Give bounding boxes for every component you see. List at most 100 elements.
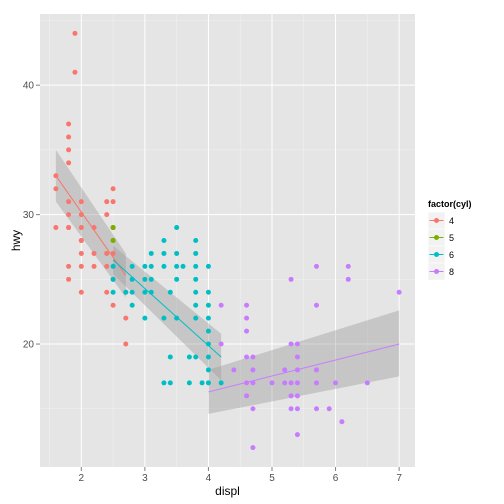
data-point-cyl-8 (244, 302, 250, 308)
y-tick-label: 40 (23, 81, 35, 92)
data-point-cyl-6 (129, 289, 135, 295)
confidence-ribbon-cyl-4 (55, 149, 126, 298)
data-point-cyl-4 (66, 263, 72, 269)
data-point-cyl-6 (129, 302, 135, 308)
data-point-cyl-6 (161, 380, 167, 386)
legend-label-5: 5 (449, 233, 454, 243)
data-point-cyl-4 (66, 147, 72, 153)
x-tick-label: 2 (79, 473, 85, 484)
data-point-cyl-4 (110, 199, 116, 205)
x-axis-title: displ (215, 484, 240, 498)
data-point-cyl-4 (78, 289, 84, 295)
data-point-cyl-6 (123, 289, 129, 295)
data-point-cyl-5 (110, 238, 116, 243)
legend: factor(cyl) 4 5 6 8 (427, 199, 472, 281)
data-point-cyl-6 (205, 289, 211, 295)
smooth-lines (55, 175, 400, 393)
data-point-cyl-8 (313, 263, 319, 269)
data-point-cyl-6 (167, 380, 173, 386)
data-point-cyl-8 (288, 380, 294, 386)
data-point-cyl-8 (282, 367, 288, 373)
data-point-cyl-6 (174, 315, 180, 321)
data-point-cyl-8 (244, 315, 250, 321)
data-point-cyl-6 (174, 250, 180, 256)
data-point-cyl-5 (110, 225, 116, 231)
data-point-cyl-4 (78, 199, 84, 205)
data-point-cyl-4 (123, 315, 129, 321)
data-point-cyl-4 (78, 238, 84, 243)
data-point-cyl-4 (72, 69, 78, 75)
data-point-cyl-4 (66, 160, 72, 166)
data-point-cyl-6 (161, 238, 167, 243)
legend-point-4 (434, 218, 439, 223)
data-point-cyl-6 (161, 315, 167, 321)
data-point-cyl-6 (142, 276, 148, 282)
data-point-cyl-6 (205, 315, 211, 321)
data-point-cyl-6 (205, 341, 211, 347)
data-point-cyl-6 (199, 380, 205, 386)
data-point-cyl-4 (66, 212, 72, 218)
x-tick-label: 4 (206, 473, 212, 484)
legend-point-5 (434, 235, 439, 240)
legend-items: 4 5 6 8 (427, 211, 454, 281)
x-axis-ticks: 2 3 4 5 6 7 (79, 467, 402, 484)
data-point-cyl-6 (193, 289, 199, 295)
data-point-cyl-6 (161, 263, 167, 269)
data-point-cyl-4 (110, 186, 116, 192)
data-point-cyl-6 (218, 380, 224, 386)
data-point-cyl-6 (161, 250, 167, 256)
x-tick-label: 6 (333, 473, 339, 484)
data-point-cyl-6 (186, 380, 192, 386)
data-point-cyl-8 (218, 341, 224, 347)
data-point-cyl-8 (313, 367, 319, 373)
data-point-cyl-4 (91, 263, 97, 269)
data-point-cyl-8 (288, 276, 294, 282)
data-point-cyl-8 (345, 263, 351, 269)
data-point-cyl-6 (167, 354, 173, 360)
data-point-cyl-6 (148, 276, 154, 282)
data-point-cyl-8 (288, 393, 294, 399)
data-point-cyl-8 (244, 354, 250, 360)
data-point-cyl-8 (231, 367, 237, 373)
data-point-cyl-8 (282, 380, 288, 386)
y-tick-label: 20 (23, 340, 35, 351)
x-tick-label: 7 (396, 473, 402, 484)
data-point-cyl-6 (142, 263, 148, 269)
legend-point-8 (434, 269, 439, 274)
data-point-cyl-6 (205, 380, 211, 386)
data-point-cyl-6 (148, 250, 154, 256)
data-point-cyl-6 (193, 302, 199, 308)
data-point-cyl-6 (205, 354, 211, 360)
data-point-cyl-6 (142, 289, 148, 295)
smooth-line-cyl-8 (208, 343, 400, 393)
x-tick-label: 5 (269, 473, 275, 484)
legend-label-4: 4 (449, 216, 454, 226)
y-tick-label: 30 (23, 210, 35, 221)
data-point-cyl-4 (66, 121, 72, 127)
data-point-cyl-4 (66, 225, 72, 231)
data-point-cyl-4 (66, 276, 72, 282)
legend-label-6: 6 (449, 250, 454, 260)
data-point-cyl-6 (174, 225, 180, 231)
data-point-cyl-4 (104, 289, 110, 295)
data-point-cyl-4 (78, 263, 84, 269)
data-point-cyl-6 (148, 263, 154, 269)
data-point-cyl-6 (193, 315, 199, 321)
data-point-cyl-4 (78, 250, 84, 256)
data-point-cyl-8 (396, 289, 402, 295)
data-point-cyl-8 (313, 302, 319, 308)
data-point-cyl-8 (250, 406, 256, 412)
data-point-cyl-8 (250, 380, 256, 386)
data-point-cyl-8 (294, 406, 300, 412)
data-point-cyl-8 (313, 380, 319, 386)
x-tick-label: 3 (142, 473, 148, 484)
data-point-cyl-8 (244, 393, 250, 399)
data-point-cyl-8 (250, 367, 256, 373)
y-axis-ticks: 20 30 40 (23, 81, 40, 351)
data-point-cyl-4 (53, 186, 59, 192)
data-point-cyl-6 (205, 328, 211, 334)
data-point-cyl-6 (110, 289, 116, 295)
plot-panel (40, 14, 415, 467)
data-point-cyl-6 (167, 289, 173, 295)
data-point-cyl-8 (269, 380, 275, 386)
